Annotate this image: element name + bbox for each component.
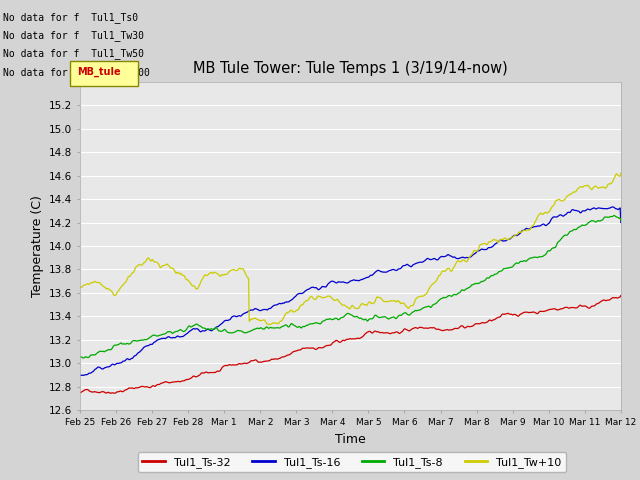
Y-axis label: Temperature (C): Temperature (C) <box>31 195 44 297</box>
Tul1_Ts-16 <box>110 362 118 368</box>
Legend: Tul1_Ts-32, Tul1_Ts-16, Tul1_Ts-8, Tul1_Tw+10: Tul1_Ts-32, Tul1_Ts-16, Tul1_Ts-8, Tul1_… <box>138 452 566 472</box>
Tul1_Tw+10 <box>421 291 429 297</box>
Text: No data for f  Tul1_Tw30: No data for f Tul1_Tw30 <box>3 30 144 41</box>
Text: No data for f  Tul1_Tw100: No data for f Tul1_Tw100 <box>3 67 150 78</box>
Tul1_Ts-8 <box>76 354 84 360</box>
Tul1_Tw+10 <box>405 305 413 311</box>
Tul1_Ts-16 <box>79 372 86 378</box>
Tul1_Ts-16 <box>405 263 413 268</box>
Tul1_Tw+10 <box>487 239 495 244</box>
Tul1_Ts-8 <box>617 218 625 224</box>
Line: Tul1_Ts-16: Tul1_Ts-16 <box>80 207 621 375</box>
Tul1_Ts-16 <box>543 223 550 228</box>
Tul1_Tw+10 <box>543 210 550 216</box>
Tul1_Ts-16 <box>421 258 429 264</box>
Text: MB_tule: MB_tule <box>77 67 121 77</box>
Tul1_Ts-32 <box>110 390 118 396</box>
Tul1_Ts-32 <box>76 390 84 396</box>
Tul1_Tw+10 <box>391 298 399 304</box>
Tul1_Ts-8 <box>543 251 550 256</box>
Tul1_Ts-16 <box>76 372 84 378</box>
Tul1_Ts-32 <box>487 318 495 324</box>
Tul1_Ts-32 <box>405 328 413 334</box>
Tul1_Ts-32 <box>391 330 399 336</box>
Tul1_Ts-32 <box>543 308 550 313</box>
Line: Tul1_Ts-8: Tul1_Ts-8 <box>80 216 621 358</box>
Tul1_Ts-32 <box>617 293 625 299</box>
Tul1_Ts-32 <box>421 325 429 331</box>
Line: Tul1_Tw+10: Tul1_Tw+10 <box>80 173 621 324</box>
Title: MB Tule Tower: Tule Temps 1 (3/19/14-now): MB Tule Tower: Tule Temps 1 (3/19/14-now… <box>193 61 508 76</box>
Tul1_Tw+10 <box>76 284 84 290</box>
Text: No data for f  Tul1_Ts0: No data for f Tul1_Ts0 <box>3 12 138 23</box>
Tul1_Ts-8 <box>487 273 495 279</box>
Tul1_Ts-8 <box>405 312 413 318</box>
Tul1_Tw+10 <box>109 291 117 297</box>
Tul1_Ts-8 <box>421 304 429 310</box>
Tul1_Ts-16 <box>487 245 495 251</box>
Tul1_Ts-16 <box>617 220 625 226</box>
Line: Tul1_Ts-32: Tul1_Ts-32 <box>80 296 621 393</box>
Tul1_Ts-32 <box>107 390 115 396</box>
Tul1_Ts-8 <box>610 213 618 218</box>
X-axis label: Time: Time <box>335 432 366 445</box>
Tul1_Ts-8 <box>79 355 87 361</box>
Tul1_Ts-8 <box>391 315 399 321</box>
Tul1_Tw+10 <box>617 170 625 176</box>
Tul1_Ts-8 <box>110 343 118 348</box>
Text: No data for f  Tul1_Tw50: No data for f Tul1_Tw50 <box>3 48 144 60</box>
Tul1_Ts-16 <box>608 204 616 210</box>
Tul1_Ts-16 <box>391 267 399 273</box>
Tul1_Tw+10 <box>264 322 272 327</box>
